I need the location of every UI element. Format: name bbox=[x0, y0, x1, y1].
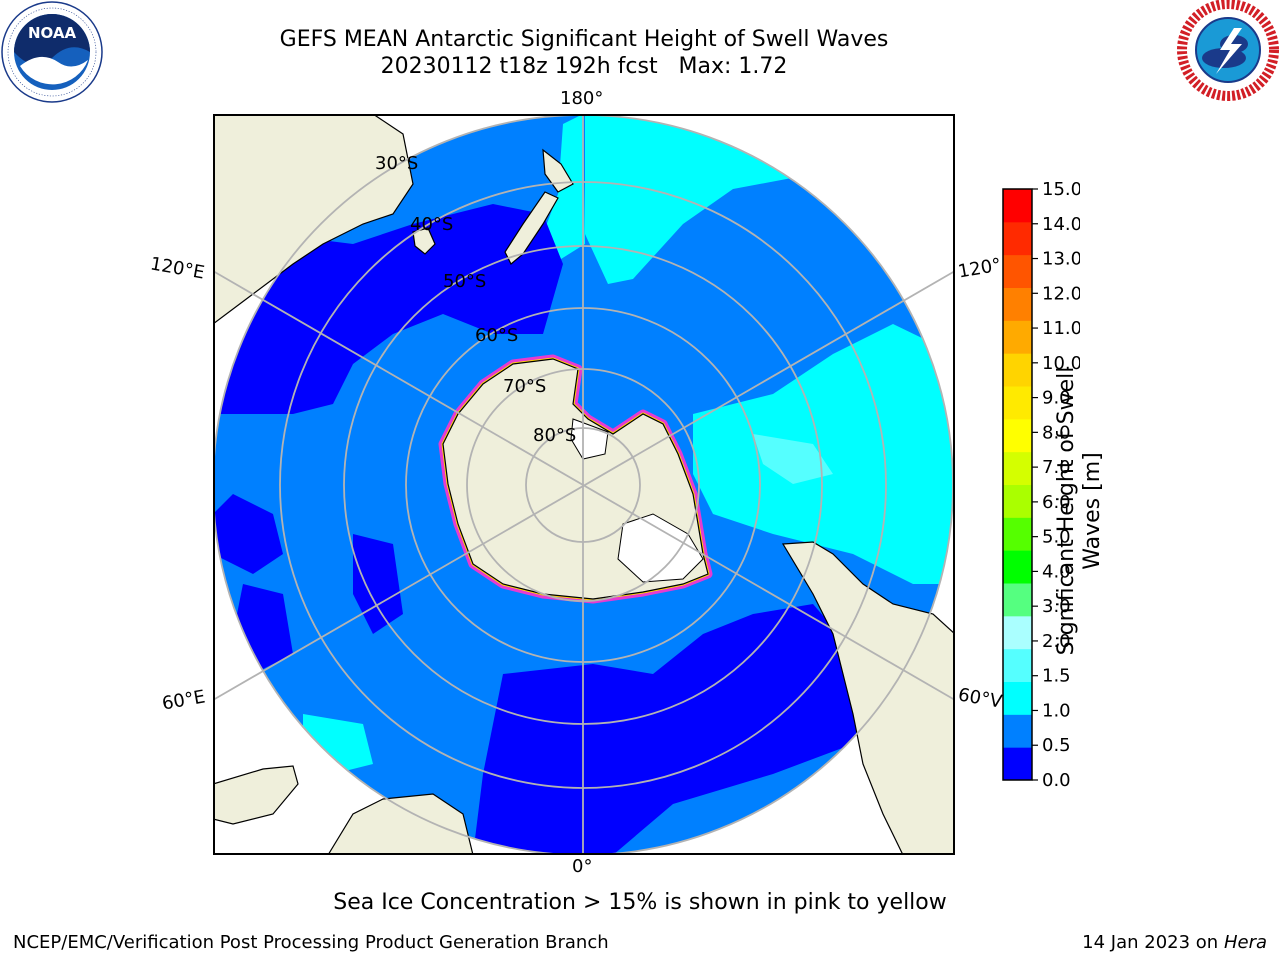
colorbar-title: Significant Height of Swell Waves [m] bbox=[1054, 366, 1105, 656]
colorbar-tick-label: 8.0 bbox=[1042, 422, 1071, 443]
colorbar-segment bbox=[1003, 451, 1032, 485]
lat-label-40: 40°S bbox=[410, 214, 453, 235]
land-new-zealand-north bbox=[542, 148, 574, 193]
polar-map: 30°S 40°S 50°S 60°S 70°S 80°S bbox=[213, 114, 955, 855]
colorbar-segment bbox=[1003, 254, 1032, 288]
colorbar-tick-label: 7.0 bbox=[1042, 457, 1071, 478]
lon-label-180: 180° bbox=[560, 88, 604, 109]
colorbar-segment bbox=[1003, 517, 1032, 551]
colorbar-tick-label: 15.0 bbox=[1042, 180, 1080, 200]
lat-label-50: 50°S bbox=[443, 271, 486, 292]
swell-region-darkblue-atlantic bbox=[473, 604, 873, 855]
colorbar-tick-label: 6.0 bbox=[1042, 492, 1071, 513]
land-madagascar bbox=[213, 765, 299, 825]
map-title: GEFS MEAN Antarctic Significant Height o… bbox=[184, 26, 984, 80]
ice-shelf-weddell bbox=[617, 513, 704, 583]
colorbar-tick-label: 9.0 bbox=[1042, 388, 1071, 409]
colorbar-segment bbox=[1003, 648, 1032, 682]
colorbar-tick-label: 0.0 bbox=[1042, 770, 1071, 790]
colorbar-segment bbox=[1003, 714, 1032, 748]
colorbar-ticks: 0.0 0.5 1.0 1.5 2.0 3.0 4.0 5.0 6.0 7.0 8.0 9.0 10.0… bbox=[1032, 180, 1080, 790]
footer-credit: NCEP/EMC/Verification Post Processing Pr… bbox=[13, 932, 609, 953]
colorbar: 0.0 0.5 1.0 1.5 2.0 3.0 4.0 5.0 6.0 7.0 8.0 9.0 10.0… bbox=[1002, 180, 1080, 790]
lat-labels: 30°S 40°S 50°S 60°S 70°S 80°S bbox=[375, 153, 576, 446]
colorbar-frame bbox=[1002, 188, 1033, 781]
swell-region-cyan-east bbox=[693, 324, 953, 584]
land-tasmania bbox=[412, 227, 436, 255]
lon-label-0: 0° bbox=[572, 856, 593, 877]
title-line-1: GEFS MEAN Antarctic Significant Height o… bbox=[279, 27, 889, 52]
colorbar-segment bbox=[1003, 189, 1032, 223]
land-south-america bbox=[781, 541, 955, 855]
colorbar-tick-label: 3.0 bbox=[1042, 596, 1071, 617]
colorbar-tick-label: 4.0 bbox=[1042, 561, 1071, 582]
lon-label-60e: 60°E bbox=[160, 686, 207, 715]
footer-date: 14 Jan 2023 on Hera bbox=[1082, 932, 1267, 953]
colorbar-segment bbox=[1003, 320, 1032, 354]
colorbar-segment bbox=[1003, 484, 1032, 518]
colorbar-tick-label: 0.5 bbox=[1042, 735, 1071, 756]
colorbar-tick-label: 11.0 bbox=[1042, 318, 1080, 339]
land-new-zealand-south bbox=[504, 191, 559, 265]
colorbar-tick-label: 10.0 bbox=[1042, 353, 1080, 374]
footer-date-text: 14 Jan 2023 on bbox=[1082, 932, 1224, 953]
ice-shelf-ross bbox=[570, 418, 609, 460]
colorbar-segment bbox=[1003, 418, 1032, 453]
colorbar-tick-label: 13.0 bbox=[1042, 249, 1080, 270]
colorbar-segment bbox=[1003, 747, 1032, 781]
colorbar-tick-label: 14.0 bbox=[1042, 214, 1080, 235]
sea-ice-note: Sea Ice Concentration > 15% is shown in … bbox=[333, 890, 947, 915]
map-frame bbox=[213, 114, 955, 855]
colorbar-segment bbox=[1003, 550, 1032, 584]
lat-label-60: 60°S bbox=[475, 325, 518, 346]
colorbar-segment bbox=[1003, 681, 1032, 715]
colorbar-tick-label: 1.0 bbox=[1042, 700, 1071, 721]
colorbar-segment bbox=[1003, 287, 1032, 321]
title-line-2: 20230112 t18z 192h fcst Max: 1.72 bbox=[380, 54, 788, 79]
colorbar-segment bbox=[1003, 221, 1032, 256]
land-australia bbox=[213, 114, 414, 325]
colorbar-segments bbox=[1003, 189, 1032, 781]
land-africa bbox=[327, 793, 474, 855]
nws-logo-icon bbox=[1177, 0, 1279, 101]
colorbar-segment bbox=[1003, 583, 1032, 617]
lat-label-70: 70°S bbox=[503, 376, 546, 397]
colorbar-segment bbox=[1003, 386, 1032, 420]
noaa-logo-icon: NOAA bbox=[1, 1, 103, 103]
lat-label-80: 80°S bbox=[533, 425, 576, 446]
lat-label-30: 30°S bbox=[375, 153, 418, 174]
colorbar-tick-label: 12.0 bbox=[1042, 283, 1080, 304]
colorbar-tick-label: 5.0 bbox=[1042, 527, 1071, 548]
colorbar-tick-label: 2.0 bbox=[1042, 631, 1071, 652]
colorbar-tick-label: 1.5 bbox=[1042, 666, 1071, 687]
colorbar-segment bbox=[1003, 615, 1032, 650]
colorbar-segment bbox=[1003, 353, 1032, 387]
noaa-logo-text: NOAA bbox=[28, 24, 77, 42]
footer-host: Hera bbox=[1223, 932, 1267, 953]
lon-label-120e: 120°E bbox=[148, 253, 207, 284]
